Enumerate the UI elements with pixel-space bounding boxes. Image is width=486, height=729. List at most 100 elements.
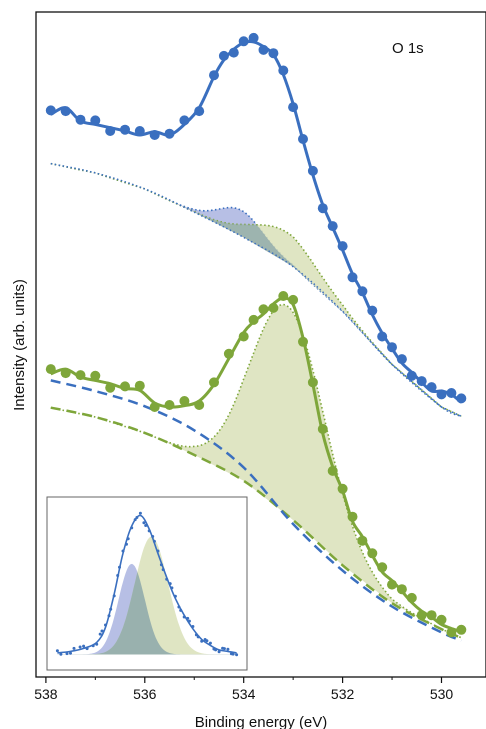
lower-data-point — [416, 610, 427, 621]
upper-data-point — [446, 388, 457, 398]
upper-data-point — [268, 48, 279, 59]
inset-data-point — [112, 594, 116, 598]
upper-spectrum — [45, 32, 467, 418]
inset-data-point — [65, 652, 69, 656]
upper-data-point — [105, 126, 116, 136]
lower-data-point — [456, 624, 467, 635]
inset-data-point — [107, 614, 111, 618]
lower-data-point — [357, 535, 368, 546]
upper-data-point — [298, 134, 308, 144]
inset-data-point — [69, 651, 72, 655]
inset-data-point — [194, 633, 198, 637]
x-axis: 538 536 534 532 530 — [34, 677, 454, 702]
lower-data-point — [194, 400, 205, 410]
inset-data-point — [82, 644, 86, 648]
inset-data-point — [179, 608, 183, 612]
upper-data-point — [288, 102, 299, 113]
x-tick-label: 536 — [133, 686, 157, 702]
plot-frame — [35, 11, 486, 678]
lower-background-green-dashed — [50, 406, 462, 639]
inset-data-point — [147, 529, 151, 533]
lower-data-point — [209, 377, 219, 388]
inset-data-point — [125, 542, 128, 546]
inset-data-point — [100, 629, 104, 633]
lower-data-point — [258, 304, 269, 315]
upper-data-point — [248, 32, 259, 43]
inset-overlap-fill — [57, 572, 236, 655]
inset-data-point — [182, 615, 186, 619]
inset-data-point — [130, 526, 134, 530]
inset-data-point — [217, 650, 221, 654]
upper-data-point — [238, 36, 249, 47]
lower-data-point — [298, 336, 308, 347]
inset-data-point — [78, 645, 82, 649]
lower-data-point — [223, 348, 234, 359]
lower-data-point — [179, 396, 190, 406]
inset-data-point — [186, 616, 190, 620]
x-tick-label: 532 — [331, 686, 355, 702]
lower-data-point — [387, 579, 397, 590]
x-tick-label: 534 — [232, 686, 256, 702]
lower-background-blue-dashed — [50, 379, 462, 642]
inset-data-point — [144, 524, 148, 527]
lower-data-point — [327, 465, 338, 476]
upper-data-point — [367, 305, 378, 316]
inset-data-point — [161, 568, 165, 572]
lower-data-point — [406, 592, 417, 603]
upper-data-point — [307, 165, 318, 176]
upper-data-point — [258, 44, 269, 55]
upper-data-point — [179, 115, 190, 126]
lower-spectrum — [45, 291, 467, 642]
inset-data-point — [191, 625, 195, 628]
inset-data-point — [187, 619, 191, 623]
upper-data-point — [436, 389, 447, 400]
upper-data-point — [396, 354, 407, 365]
upper-data-point — [90, 115, 101, 126]
inset-data-point — [138, 511, 142, 515]
lower-data-point — [238, 331, 249, 342]
upper-data-point — [218, 50, 229, 61]
upper-data-point — [377, 331, 388, 342]
inset-data-point — [72, 646, 76, 650]
y-axis-title: Intensity (arb. units) — [11, 279, 28, 411]
inset-data-point — [121, 549, 125, 553]
lower-data-point — [164, 400, 175, 410]
lower-data-point — [436, 614, 447, 625]
inset-data-point — [109, 607, 113, 611]
inset-data-point — [205, 639, 209, 643]
inset-data-point — [222, 647, 226, 651]
inset-data-point — [126, 537, 130, 541]
lower-data-point — [337, 483, 348, 494]
upper-data-point — [337, 241, 348, 252]
inset-data-point — [91, 644, 95, 648]
lower-data-point — [307, 377, 318, 388]
inset-data-point — [118, 565, 121, 569]
upper-data-point — [357, 286, 368, 297]
inset-data-point — [142, 521, 146, 525]
upper-data-point — [456, 393, 467, 404]
upper-background-line — [50, 162, 462, 418]
lower-data-point — [248, 314, 259, 325]
inset-data-point — [196, 635, 200, 639]
lower-data-point — [134, 380, 145, 391]
upper-data-point — [194, 106, 205, 117]
inset-data-point — [214, 648, 218, 652]
inset-data-point — [200, 639, 204, 643]
upper-data-point — [327, 221, 338, 232]
inset-data-point — [95, 642, 99, 646]
lower-data-point — [347, 511, 358, 522]
inset-component-2-fill — [57, 536, 236, 655]
x-tick-label: 530 — [430, 686, 454, 702]
inset-data-point — [116, 574, 120, 577]
inset-data-point — [177, 605, 181, 609]
inset-data-point — [55, 649, 59, 653]
upper-data-point — [45, 105, 56, 116]
region-label: O 1s — [392, 40, 424, 57]
upper-data-point — [209, 70, 219, 81]
lower-data-point — [60, 368, 71, 379]
upper-data-point — [120, 124, 130, 135]
lower-data-point — [426, 610, 437, 621]
upper-data-point — [426, 382, 437, 393]
upper-data-point — [387, 342, 397, 353]
